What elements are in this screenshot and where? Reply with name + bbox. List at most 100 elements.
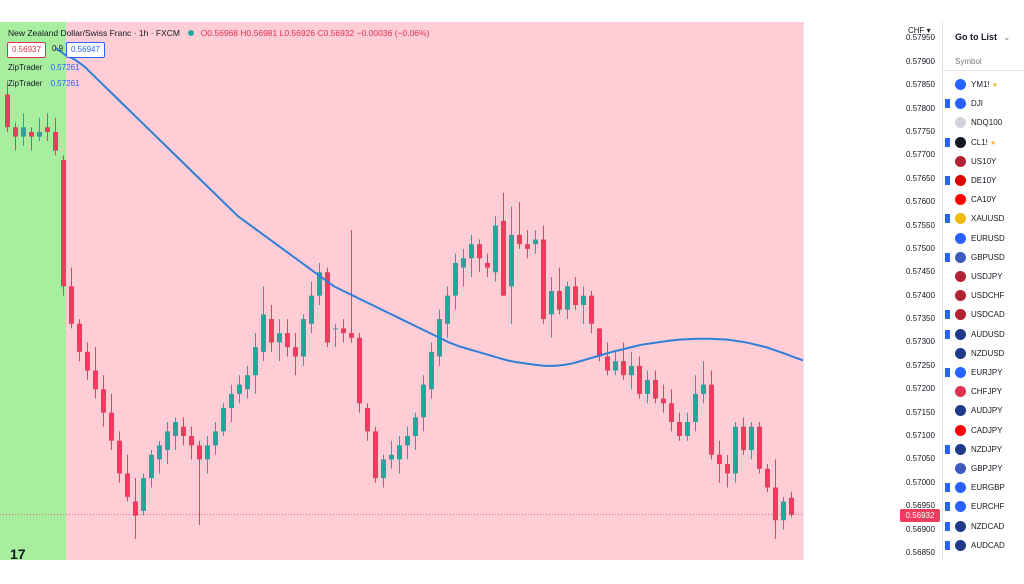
watchlist-item[interactable]: DE10Y bbox=[943, 172, 1024, 191]
watchlist-item[interactable]: USDCHF bbox=[943, 287, 1024, 306]
candle-body bbox=[533, 239, 538, 245]
candle bbox=[93, 347, 98, 399]
price-tick-label: 0.57900 bbox=[906, 56, 935, 66]
watchlist-item[interactable]: NZDCAD bbox=[943, 518, 1024, 537]
moving-average-line bbox=[54, 46, 803, 367]
price-tick-label: 0.57150 bbox=[906, 407, 935, 417]
candle bbox=[133, 478, 138, 539]
watchlist-item[interactable]: NZDUSD bbox=[943, 345, 1024, 364]
axis-currency-label[interactable]: CHF ▾ bbox=[908, 26, 931, 35]
watchlist-symbol: USDJPY bbox=[971, 272, 1003, 281]
candle bbox=[445, 286, 450, 338]
flag-icon[interactable] bbox=[945, 310, 950, 320]
price-tick-label: 0.57450 bbox=[906, 267, 935, 277]
watchlist-item[interactable]: USDJPY bbox=[943, 268, 1024, 287]
candle-body bbox=[469, 244, 474, 259]
bottom-strip bbox=[0, 560, 1024, 584]
watchlist-item[interactable]: GBPUSD bbox=[943, 249, 1024, 268]
candle-body bbox=[61, 160, 66, 287]
watchlist-item[interactable]: NDQ100 bbox=[943, 114, 1024, 133]
candle-body bbox=[565, 286, 570, 310]
candle bbox=[469, 234, 474, 277]
flag-icon[interactable] bbox=[945, 368, 950, 377]
watchlist-item[interactable]: CHFJPY bbox=[943, 383, 1024, 402]
symbol-title[interactable]: New Zealand Dollar/Swiss Franc · 1h · FX… bbox=[8, 28, 180, 38]
watchlist-item[interactable]: USDCAD bbox=[943, 306, 1024, 325]
watchlist-item[interactable]: YM1! ★ bbox=[943, 76, 1024, 95]
candle bbox=[405, 426, 410, 460]
candle-body bbox=[29, 131, 34, 137]
price-axis[interactable]: CHF ▾ 0.57950 0.57900 0.57850 0.57800 0.5775… bbox=[803, 22, 943, 560]
flag-icon[interactable] bbox=[945, 99, 950, 109]
indicator-legend[interactable]: ZipTrader 0.57261 bbox=[8, 79, 80, 88]
flag-icon[interactable] bbox=[945, 502, 950, 512]
flag-icon[interactable] bbox=[945, 444, 950, 454]
symbol-logo-icon bbox=[955, 136, 966, 148]
candle-body bbox=[701, 384, 706, 394]
go-to-list-button[interactable]: Go to List ⌄ bbox=[955, 32, 1011, 42]
symbol-header: New Zealand Dollar/Swiss Franc · 1h · FX… bbox=[8, 28, 429, 38]
candle bbox=[669, 389, 674, 432]
price-tick-label: 0.57850 bbox=[906, 80, 935, 90]
symbol-column-header[interactable]: Symbol bbox=[955, 57, 982, 66]
candlestick-chart[interactable] bbox=[0, 22, 803, 560]
watchlist-item[interactable]: EURCHF bbox=[943, 498, 1024, 517]
tradingview-logo-icon[interactable]: 17 bbox=[10, 546, 26, 562]
candle bbox=[85, 342, 90, 380]
buy-button[interactable]: 0.56947 bbox=[66, 42, 105, 58]
symbol-logo-icon bbox=[955, 424, 966, 436]
flag-icon[interactable] bbox=[945, 137, 950, 147]
candle-body bbox=[173, 421, 178, 437]
candle-body bbox=[613, 361, 618, 371]
watchlist-item[interactable]: EURJPY bbox=[943, 364, 1024, 383]
price-tick-label: 0.57600 bbox=[906, 197, 935, 207]
candle-body bbox=[253, 347, 258, 376]
watchlist-item[interactable]: XAUUSD bbox=[943, 210, 1024, 229]
last-price-tag: 0.56932 bbox=[900, 508, 940, 522]
price-tick-label: 0.56950 bbox=[906, 501, 935, 511]
candle-body bbox=[109, 412, 114, 441]
watchlist-item[interactable]: EURUSD bbox=[943, 230, 1024, 249]
flag-icon[interactable] bbox=[945, 483, 950, 493]
candle-body bbox=[277, 333, 282, 343]
flag-icon[interactable] bbox=[945, 521, 950, 531]
candle-body bbox=[765, 468, 770, 488]
candle bbox=[125, 454, 130, 502]
candle-body bbox=[13, 127, 18, 137]
sell-button[interactable]: 0.56937 bbox=[7, 42, 46, 58]
candle bbox=[461, 248, 466, 287]
watchlist-item[interactable]: US10Y bbox=[943, 153, 1024, 172]
candle bbox=[717, 440, 722, 483]
flag-icon[interactable] bbox=[945, 540, 950, 550]
watchlist-item[interactable]: GBPJPY bbox=[943, 460, 1024, 479]
watchlist-item[interactable]: CA10Y bbox=[943, 191, 1024, 210]
watchlist-item[interactable]: AUDJPY bbox=[943, 402, 1024, 421]
watchlist-item[interactable]: AUDCAD bbox=[943, 537, 1024, 556]
watchlist-item[interactable]: NZDJPY bbox=[943, 441, 1024, 460]
flag-icon[interactable] bbox=[945, 214, 950, 224]
candle bbox=[725, 454, 730, 488]
candle bbox=[613, 351, 618, 376]
candle bbox=[709, 370, 714, 460]
symbol-logo-icon bbox=[955, 79, 966, 90]
candle bbox=[269, 305, 274, 352]
watchlist-item[interactable]: CADJPY bbox=[943, 422, 1024, 441]
watchlist-item[interactable]: DJI bbox=[943, 95, 1024, 114]
watchlist-symbol: EURJPY bbox=[971, 368, 1003, 377]
candle-body bbox=[349, 333, 354, 338]
flag-icon[interactable] bbox=[945, 176, 950, 185]
watchlist-item[interactable]: EURGBP bbox=[943, 479, 1024, 498]
indicator-legend[interactable]: ZipTrader 0.57261 bbox=[8, 63, 80, 72]
chart-pane[interactable] bbox=[0, 22, 803, 560]
symbol-logo-icon bbox=[955, 482, 966, 494]
candle-body bbox=[413, 417, 418, 437]
symbol-logo-icon bbox=[955, 175, 966, 186]
candle-body bbox=[389, 454, 394, 460]
candle bbox=[773, 459, 778, 539]
flag-icon[interactable] bbox=[945, 252, 950, 262]
watchlist-symbol: CA10Y bbox=[971, 195, 997, 205]
candle bbox=[245, 365, 250, 399]
watchlist-item[interactable]: AUDUSD bbox=[943, 326, 1024, 345]
watchlist-item[interactable]: CL1! ★ bbox=[943, 134, 1024, 153]
flag-icon[interactable] bbox=[945, 329, 950, 339]
